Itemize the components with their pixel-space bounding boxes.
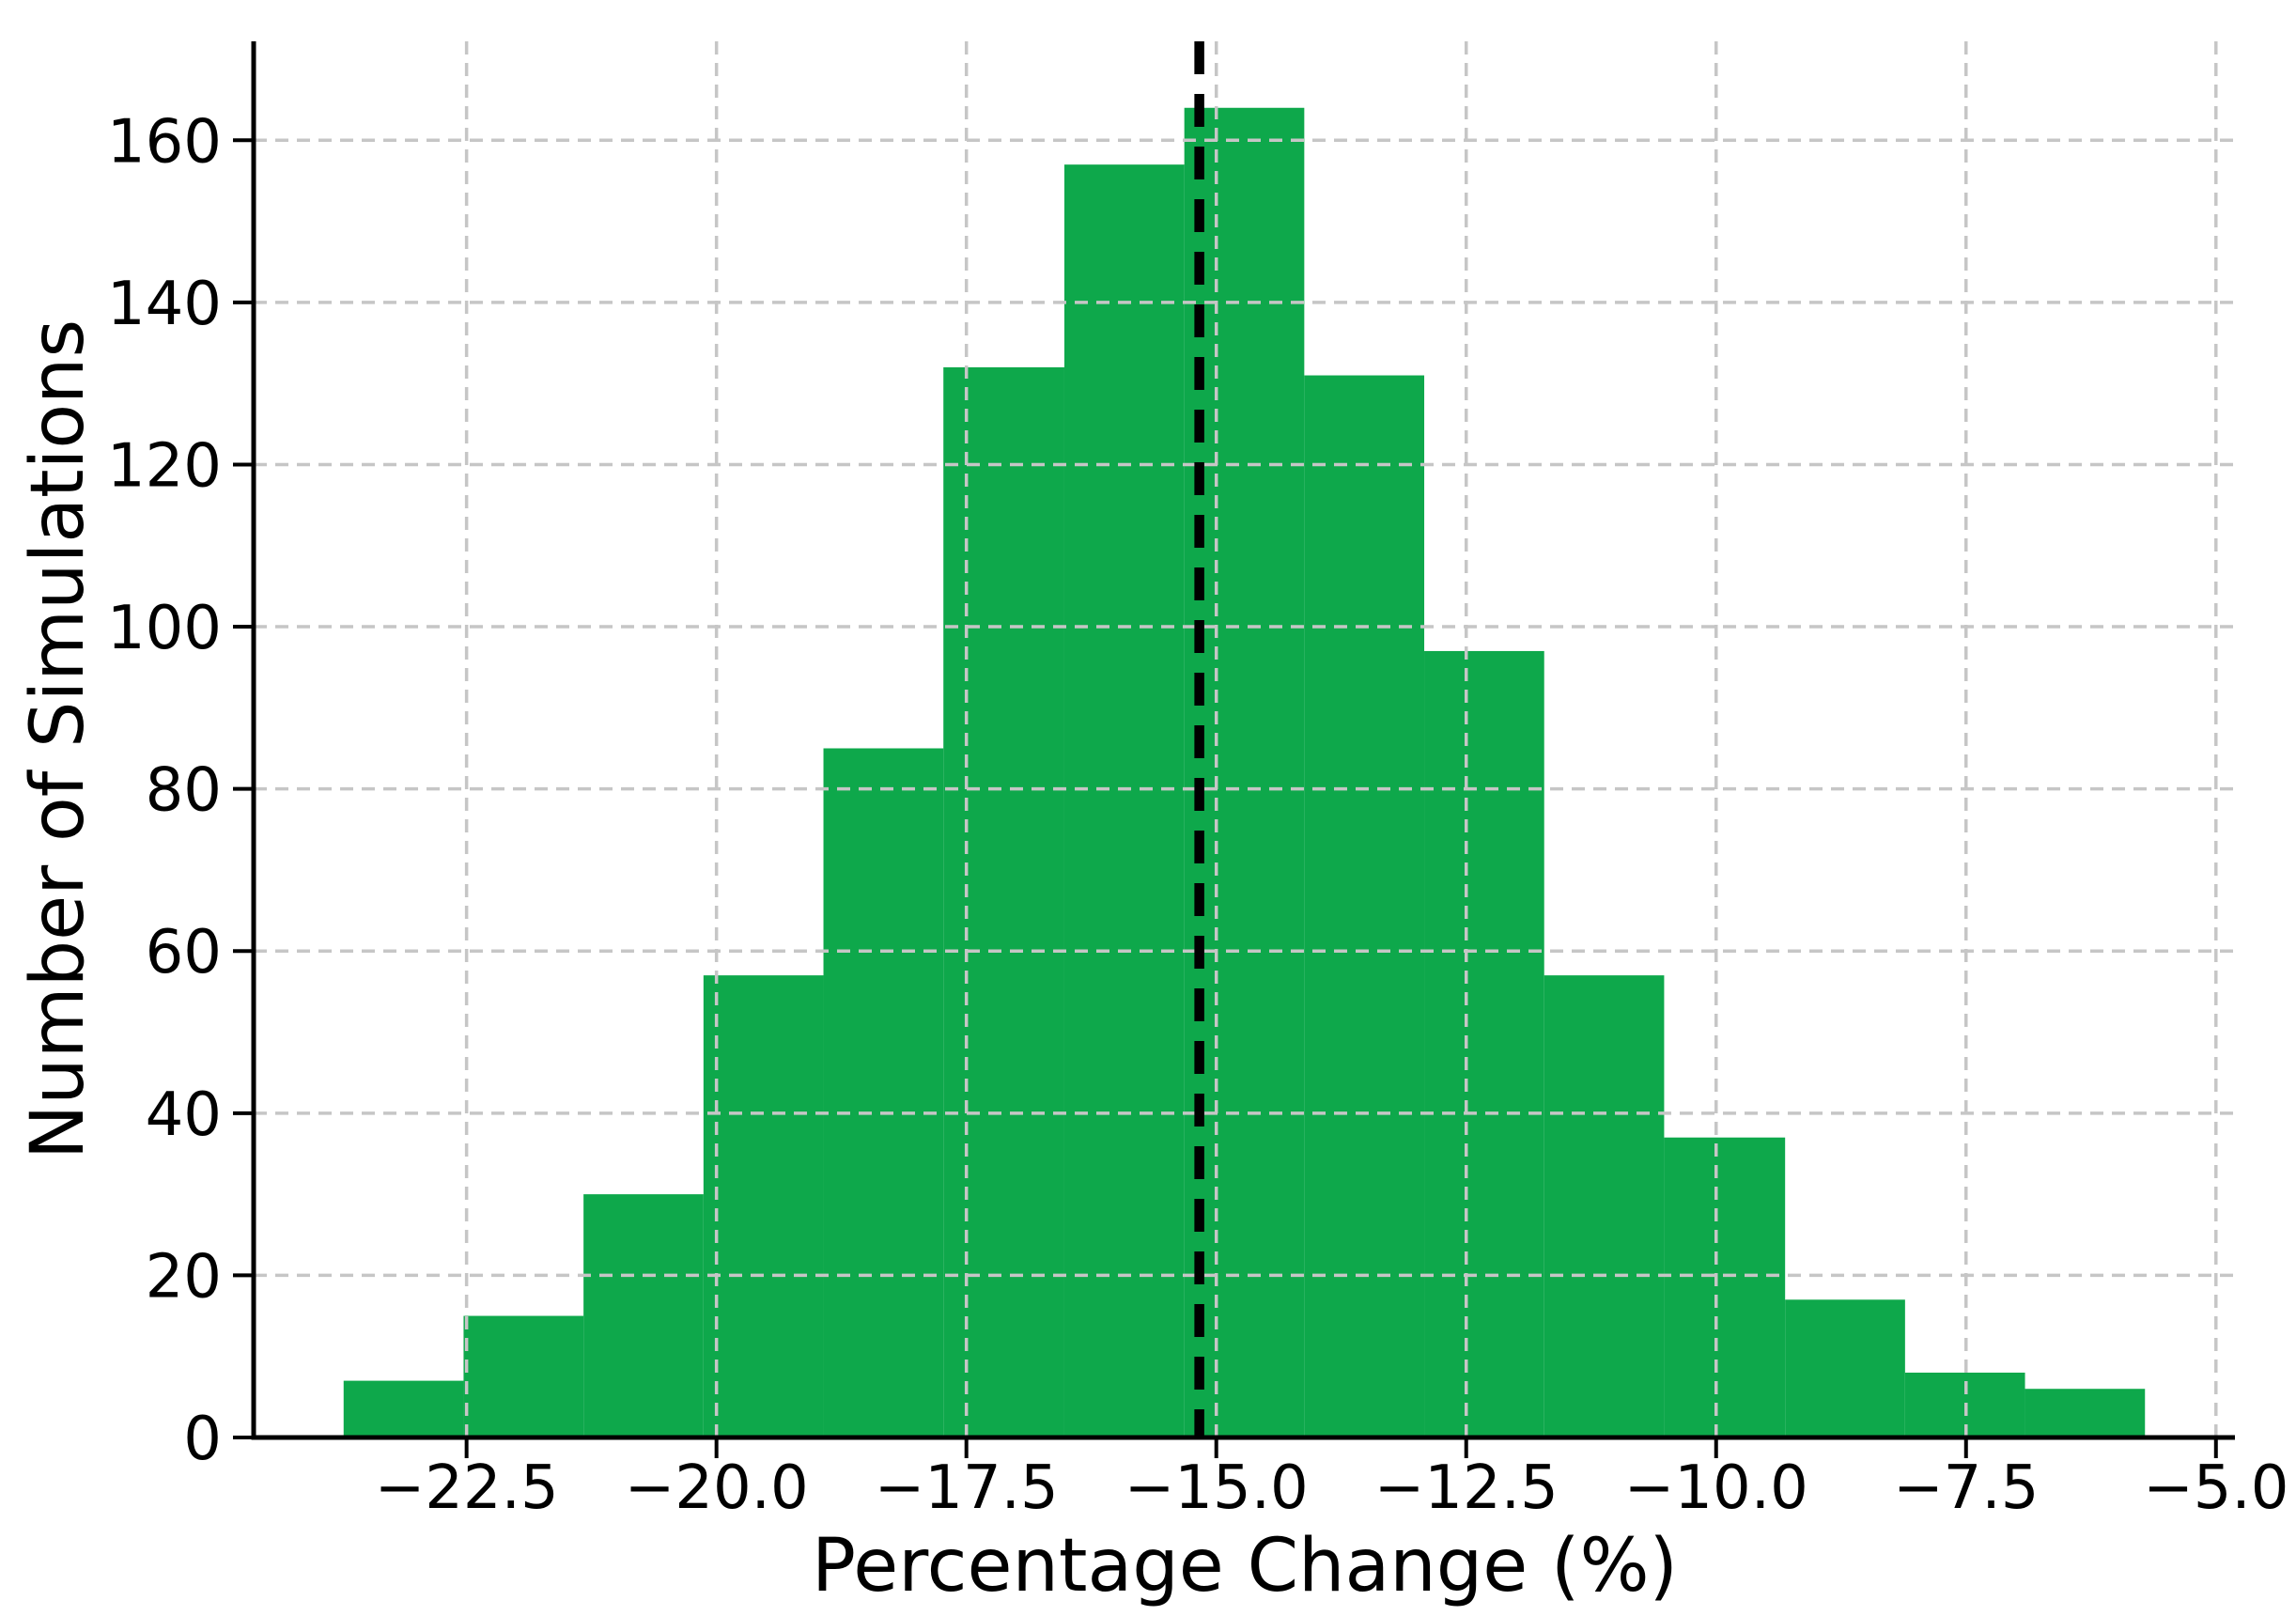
bars-layer: [343, 107, 2146, 1438]
histogram-bar: [1063, 164, 1185, 1437]
histogram-bar: [1785, 1299, 1905, 1437]
x-tick-label: −22.5: [375, 1453, 559, 1523]
y-tick-label: 140: [107, 270, 222, 339]
grid-layer: [254, 41, 2235, 1437]
histogram-bar: [1424, 650, 1544, 1437]
histogram-bar: [2025, 1389, 2146, 1437]
histogram-bar: [1184, 107, 1305, 1437]
x-tick-label: −15.0: [1125, 1453, 1309, 1523]
y-tick-label: 100: [107, 594, 222, 663]
x-tick-label: −20.0: [625, 1453, 809, 1523]
histogram-bar: [703, 975, 824, 1437]
x-tick-label: −10.0: [1624, 1453, 1808, 1523]
y-tick-label: 40: [146, 1080, 222, 1150]
y-axis-title: Number of Simulations: [16, 319, 101, 1159]
y-tick-label: 0: [183, 1405, 222, 1474]
histogram-bar: [823, 748, 944, 1437]
x-axis-title: Percentage Change (%): [812, 1524, 1678, 1608]
histogram-bar: [1664, 1137, 1786, 1437]
y-tick-label: 80: [146, 756, 222, 826]
y-tick-label: 160: [107, 107, 222, 177]
histogram-bar: [1304, 375, 1425, 1438]
y-tick-label: 60: [146, 918, 222, 987]
x-tick-label: −12.5: [1374, 1453, 1559, 1523]
histogram-bar: [943, 366, 1064, 1438]
x-tick-label: −5.0: [2143, 1453, 2288, 1523]
axes-layer: −22.5 −20.0 −17.5 −15.0 −12.5 −10.0 −7.5 −5.0 0 2…: [107, 41, 2288, 1523]
histogram-bar: [1544, 975, 1665, 1437]
y-tick-label: 120: [107, 431, 222, 501]
y-tick-label: 20: [146, 1242, 222, 1312]
histogram-bar: [343, 1380, 464, 1437]
histogram-bar: [463, 1315, 584, 1437]
histogram-bar: [583, 1194, 704, 1437]
x-tick-label: −7.5: [1893, 1453, 2039, 1523]
x-tick-label: −17.5: [875, 1453, 1059, 1523]
